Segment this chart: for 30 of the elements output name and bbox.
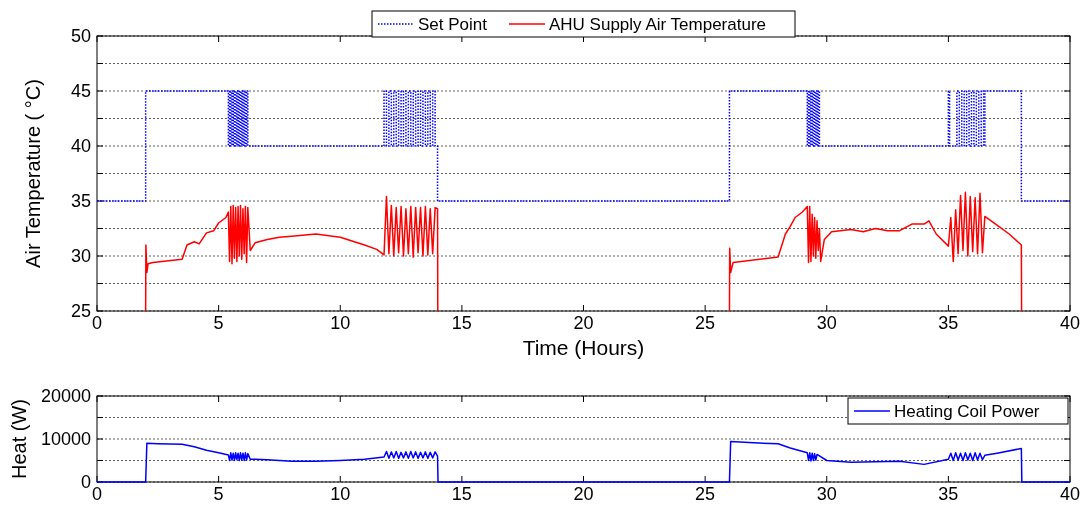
x-tick-label: 20 — [573, 313, 594, 333]
x-tick-label: 40 — [1059, 313, 1081, 333]
legend-label: Heating Coil Power — [894, 401, 1040, 421]
x-tick-label: 35 — [938, 484, 959, 504]
y-axis-title: Heat (W) — [8, 399, 30, 479]
x-tick-label: 30 — [816, 313, 837, 333]
x-tick-label: 15 — [451, 313, 472, 333]
y-tick-label: 40 — [70, 136, 91, 157]
y-tick-label: 50 — [70, 26, 91, 47]
y-axis-title: Air Temperature ( °C) — [22, 79, 44, 268]
x-tick-label: 5 — [213, 484, 224, 504]
x-tick-label: 15 — [451, 484, 472, 504]
x-tick-label: 10 — [330, 484, 351, 504]
x-tick-label: 20 — [573, 484, 594, 504]
y-tick-label: 30 — [70, 246, 91, 267]
y-tick-label: 45 — [70, 81, 91, 102]
x-tick-label: 40 — [1059, 484, 1081, 504]
x-tick-label: 35 — [938, 313, 959, 333]
x-tick-label: 25 — [695, 484, 716, 504]
y-tick-label: 20000 — [40, 386, 91, 407]
x-tick-label: 10 — [330, 313, 351, 333]
x-axis-title: Time (Hours) — [522, 336, 645, 359]
x-tick-label: 30 — [816, 484, 837, 504]
x-tick-label: 25 — [695, 313, 716, 333]
line-series — [96, 440, 1071, 483]
legend-label: Set Point — [418, 14, 488, 34]
x-tick-label: 5 — [213, 313, 224, 333]
legend-label: AHU Supply Air Temperature — [549, 14, 767, 34]
y-tick-label: 10000 — [40, 429, 91, 450]
y-tick-label: 35 — [70, 191, 91, 212]
